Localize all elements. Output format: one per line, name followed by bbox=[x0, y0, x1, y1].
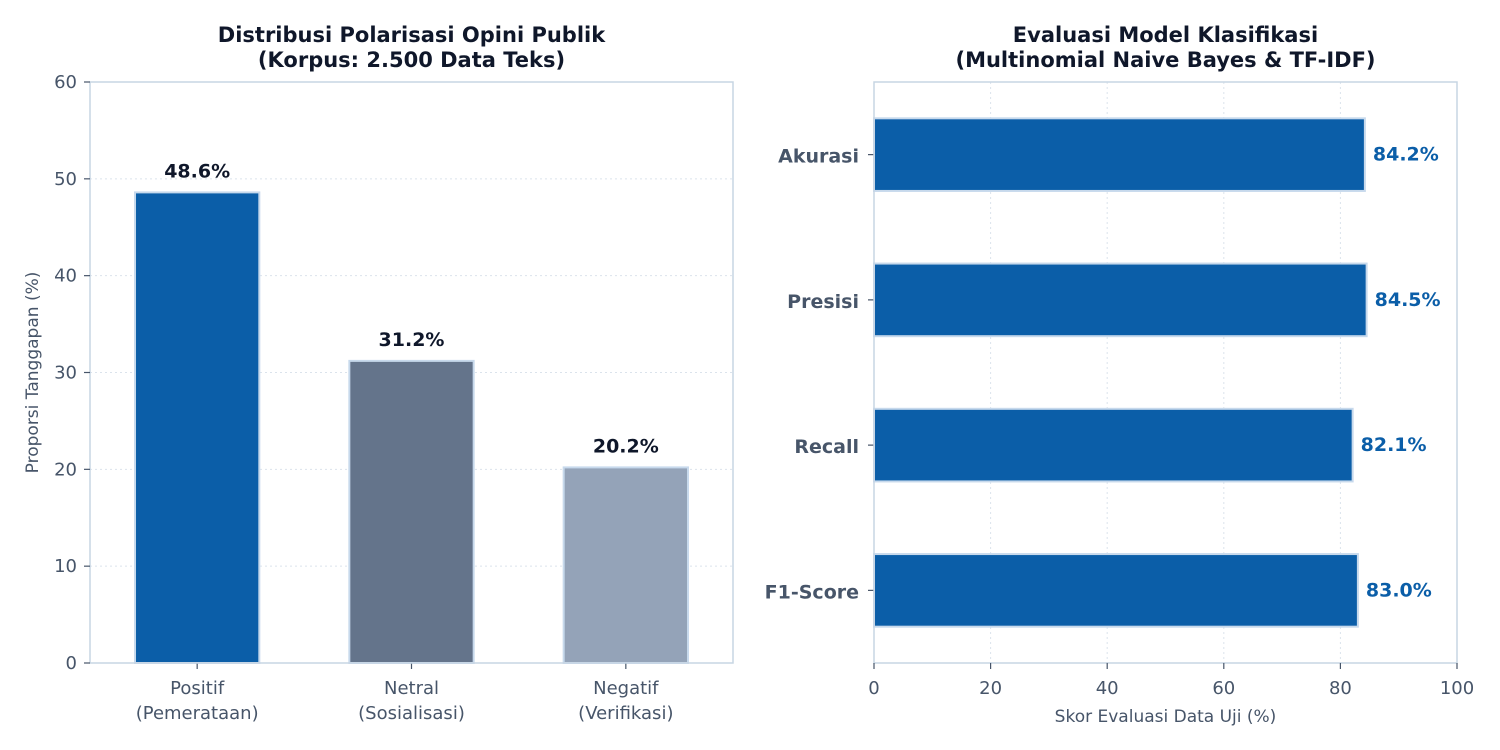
y-tick-label: 50 bbox=[54, 169, 77, 190]
y-tick-label: Presisi bbox=[787, 291, 859, 313]
bar bbox=[562, 466, 689, 664]
data-label: 31.2% bbox=[379, 329, 445, 351]
bar bbox=[873, 117, 1366, 192]
y-tick-label: 60 bbox=[54, 72, 77, 93]
bar bbox=[348, 359, 475, 664]
chart-title: Evaluasi Model Klasifikasi (Multinomial N… bbox=[955, 23, 1375, 72]
x-tick-label: Positif (Pemerataan) bbox=[136, 678, 259, 724]
bar bbox=[873, 262, 1368, 338]
x-axis-label: Skor Evaluasi Data Uji (%) bbox=[1055, 707, 1277, 727]
y-axis-label: Proporsi Tanggapan (%) bbox=[23, 272, 43, 474]
data-label: 20.2% bbox=[593, 435, 659, 457]
x-tick-label: 80 bbox=[1329, 678, 1352, 699]
y-tick-label: Akurasi bbox=[778, 146, 859, 168]
x-tick-label: 40 bbox=[1096, 678, 1119, 699]
data-label: 48.6% bbox=[164, 160, 230, 182]
data-label: 84.2% bbox=[1373, 144, 1439, 166]
bar bbox=[873, 407, 1354, 483]
x-tick-label: 100 bbox=[1440, 678, 1474, 699]
data-label: 82.1% bbox=[1361, 434, 1427, 456]
bar bbox=[134, 191, 261, 664]
data-label: 84.5% bbox=[1375, 289, 1441, 311]
y-tick-label: 40 bbox=[54, 266, 77, 287]
bar bbox=[873, 553, 1359, 628]
plot-frame bbox=[873, 81, 1458, 664]
y-tick-label: 20 bbox=[54, 459, 77, 480]
chart-title: Distribusi Polarisasi Opini Publik (Korpu… bbox=[218, 23, 606, 72]
y-tick-label: 10 bbox=[54, 556, 77, 577]
x-tick-label: Negatif (Verifikasi) bbox=[578, 678, 673, 724]
x-tick-label: 20 bbox=[979, 678, 1002, 699]
data-label: 83.0% bbox=[1366, 579, 1432, 601]
x-tick-label: Netral (Sosialisasi) bbox=[358, 678, 465, 724]
y-tick-label: 30 bbox=[54, 363, 77, 384]
x-tick-label: 0 bbox=[868, 678, 879, 699]
x-tick-label: 60 bbox=[1212, 678, 1235, 699]
polarization-bar-chart: Distribusi Polarisasi Opini Publik (Korpu… bbox=[23, 23, 734, 724]
y-tick-label: 0 bbox=[66, 653, 77, 674]
model-evaluation-bar-chart: Evaluasi Model Klasifikasi (Multinomial N… bbox=[765, 23, 1475, 727]
y-tick-label: F1-Score bbox=[765, 581, 859, 603]
y-tick-label: Recall bbox=[794, 436, 859, 458]
